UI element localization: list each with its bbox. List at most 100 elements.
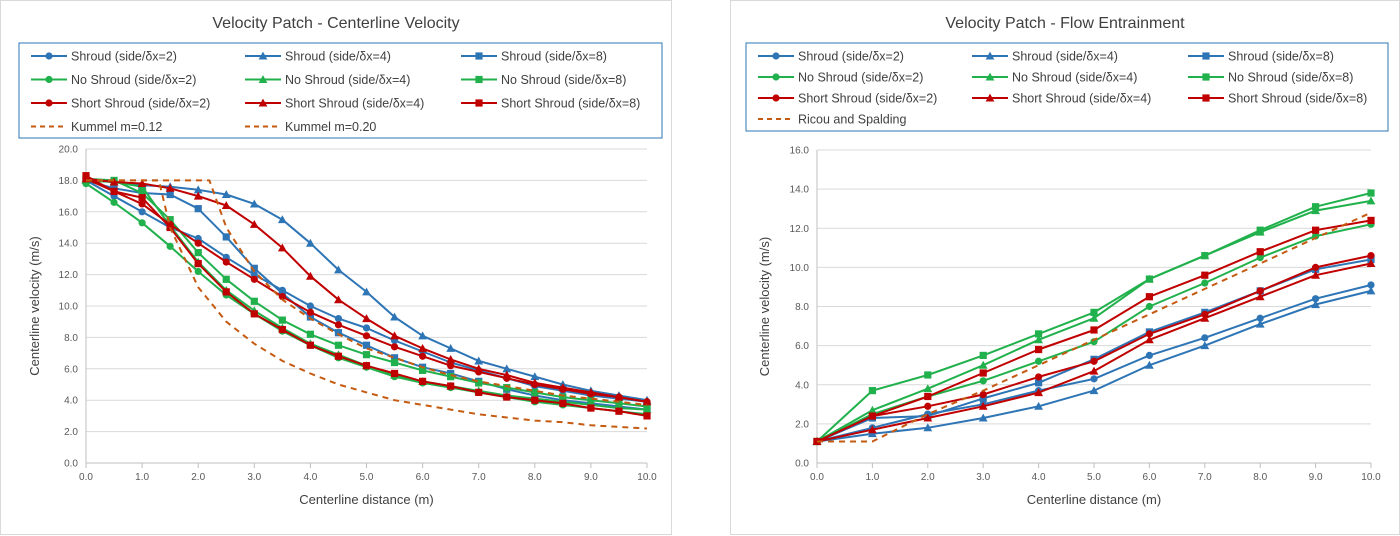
legend-border [18, 42, 663, 139]
data-point [503, 384, 511, 392]
legend-item-ricou-and-spalding: Ricou and Spalding [758, 113, 906, 127]
y-tick-label: 2.0 [795, 419, 809, 430]
chart-title: Velocity Patch - Flow Entrainment [945, 15, 1185, 32]
legend-label: No Shroud (side/δx=2) [798, 71, 923, 85]
data-point [978, 413, 988, 422]
legend-label: Shroud (side/δx=2) [71, 50, 177, 64]
data-point [306, 330, 314, 338]
legend-label: Short Shroud (side/δx=8) [501, 97, 640, 111]
data-point [558, 383, 568, 392]
data-point [475, 388, 483, 396]
data-point [166, 216, 174, 224]
data-point [250, 310, 258, 318]
data-point [306, 302, 314, 310]
series-line [86, 179, 648, 406]
x-tick-label: 0.0 [79, 472, 93, 483]
legend-marker [772, 52, 780, 60]
data-point [1035, 357, 1043, 365]
legend-label: No Shroud (side/δx=4) [285, 73, 410, 87]
data-point [221, 201, 231, 210]
data-point [1256, 287, 1264, 295]
data-point [110, 198, 118, 206]
data-point [419, 377, 427, 385]
data-point [1201, 271, 1209, 279]
data-point [250, 297, 258, 305]
x-tick-label: 3.0 [976, 472, 990, 483]
x-tick-label: 7.0 [1198, 472, 1212, 483]
data-point [643, 412, 651, 420]
legend-marker [475, 52, 483, 60]
y-tick-label: 10.0 [59, 302, 79, 313]
data-point [615, 407, 623, 415]
data-point [390, 331, 399, 340]
data-point [1145, 335, 1154, 344]
data-point [502, 364, 512, 373]
data-point [278, 292, 286, 301]
data-point [222, 233, 230, 241]
legend-item-shroud-side-dx-4: Shroud (side/δx=4) [972, 50, 1118, 64]
data-point [138, 194, 146, 202]
legend-label: Shroud (side/δx=4) [285, 50, 391, 64]
x-tick-label: 4.0 [1032, 472, 1046, 483]
data-point [362, 341, 371, 349]
data-point [306, 313, 314, 321]
data-point [868, 412, 876, 420]
data-point [1145, 275, 1153, 283]
legend-label: Short Shroud (side/δx=2) [71, 97, 210, 111]
chart-panel-centerline-velocity: Velocity Patch - Centerline Velocity Shro… [0, 0, 672, 535]
legend-item-short-shroud-side-dx-2: Short Shroud (side/δx=2) [31, 97, 210, 111]
data-point [418, 331, 427, 340]
data-point [1256, 248, 1264, 256]
data-point [531, 396, 539, 404]
data-point [1200, 313, 1210, 322]
y-tick-label: 16.0 [59, 207, 79, 218]
chart-panel-flow-entrainment: Velocity Patch - Flow Entrainment Shroud … [730, 0, 1400, 535]
data-point [390, 369, 399, 378]
data-point [194, 249, 202, 257]
data-point [277, 243, 287, 252]
legend-label: No Shroud (side/δx=8) [1228, 71, 1353, 85]
data-point [531, 388, 539, 396]
data-point [419, 366, 427, 374]
series-line [817, 211, 1372, 443]
data-point [979, 351, 987, 360]
data-point [615, 399, 623, 407]
data-point [447, 362, 455, 370]
data-point [924, 392, 932, 401]
data-point [222, 258, 230, 266]
data-point [978, 401, 988, 410]
y-tick-label: 20.0 [59, 145, 79, 156]
data-point [1145, 293, 1153, 301]
data-point [193, 191, 203, 200]
data-point [1311, 270, 1320, 279]
legend-marker [45, 99, 53, 107]
data-point [194, 267, 202, 276]
data-point [530, 372, 540, 381]
data-point [1256, 226, 1264, 234]
data-point [923, 384, 933, 393]
legend-label: No Shroud (side/δx=4) [1012, 71, 1137, 85]
data-point [306, 308, 314, 316]
data-point [587, 396, 595, 404]
data-point [642, 397, 652, 406]
data-point [250, 275, 258, 283]
legend-item-no-shroud-side-dx-4: No Shroud (side/δx=4) [972, 71, 1137, 85]
legend-item-shroud-side-dx-8: Shroud (side/δx=8) [461, 50, 607, 64]
legend-item-no-shroud-side-dx-4: No Shroud (side/δx=4) [245, 73, 410, 87]
data-point [109, 177, 119, 186]
data-point [1090, 375, 1098, 383]
legend-marker [1202, 52, 1210, 60]
y-tick-label: 6.0 [795, 341, 809, 352]
y-tick-label: 14.0 [790, 185, 810, 196]
series-short-shroud-side-dx-4 [81, 174, 652, 406]
legend-label: No Shroud (side/δx=2) [71, 73, 196, 87]
y-axis-label: Centerline velocity (m/s) [27, 236, 42, 375]
data-point [868, 387, 876, 395]
data-point [306, 271, 315, 280]
data-point [587, 404, 595, 412]
data-point [137, 179, 147, 188]
legend-label: Kummel m=0.12 [71, 120, 162, 134]
data-point [1311, 300, 1320, 309]
data-point [1201, 252, 1209, 260]
x-tick-label: 9.0 [1309, 472, 1323, 483]
